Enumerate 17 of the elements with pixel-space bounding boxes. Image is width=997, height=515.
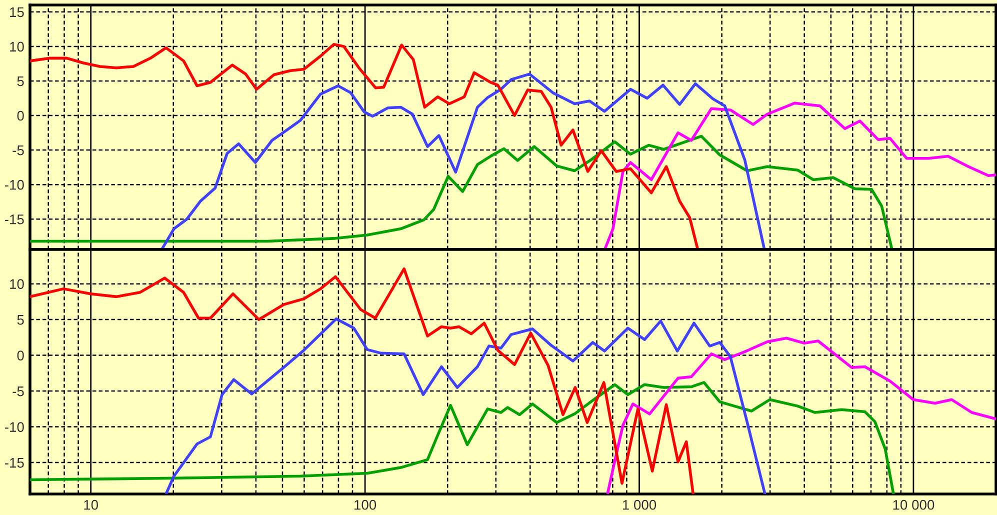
x-tick-label: 10 — [84, 500, 98, 510]
x-tick-label: 10 000 — [893, 500, 934, 510]
y-tick-label: 15 — [10, 7, 24, 18]
y-tick-label: -5 — [12, 386, 24, 396]
x-tick-label: 100 — [354, 500, 376, 510]
y-tick-label: 10 — [10, 42, 24, 52]
y-tick-label: 5 — [17, 315, 24, 325]
x-tick-label: 1 000 — [622, 500, 656, 510]
y-tick-label: -15 — [4, 214, 24, 224]
y-tick-label: 0 — [17, 110, 24, 121]
y-tick-label: -15 — [4, 458, 24, 468]
y-tick-label: -10 — [4, 422, 24, 432]
y-tick-label: 5 — [17, 76, 24, 86]
y-tick-label: 0 — [17, 350, 24, 360]
y-tick-label: 10 — [10, 279, 24, 289]
y-tick-label: -10 — [4, 180, 24, 190]
y-tick-label: -5 — [12, 146, 24, 156]
